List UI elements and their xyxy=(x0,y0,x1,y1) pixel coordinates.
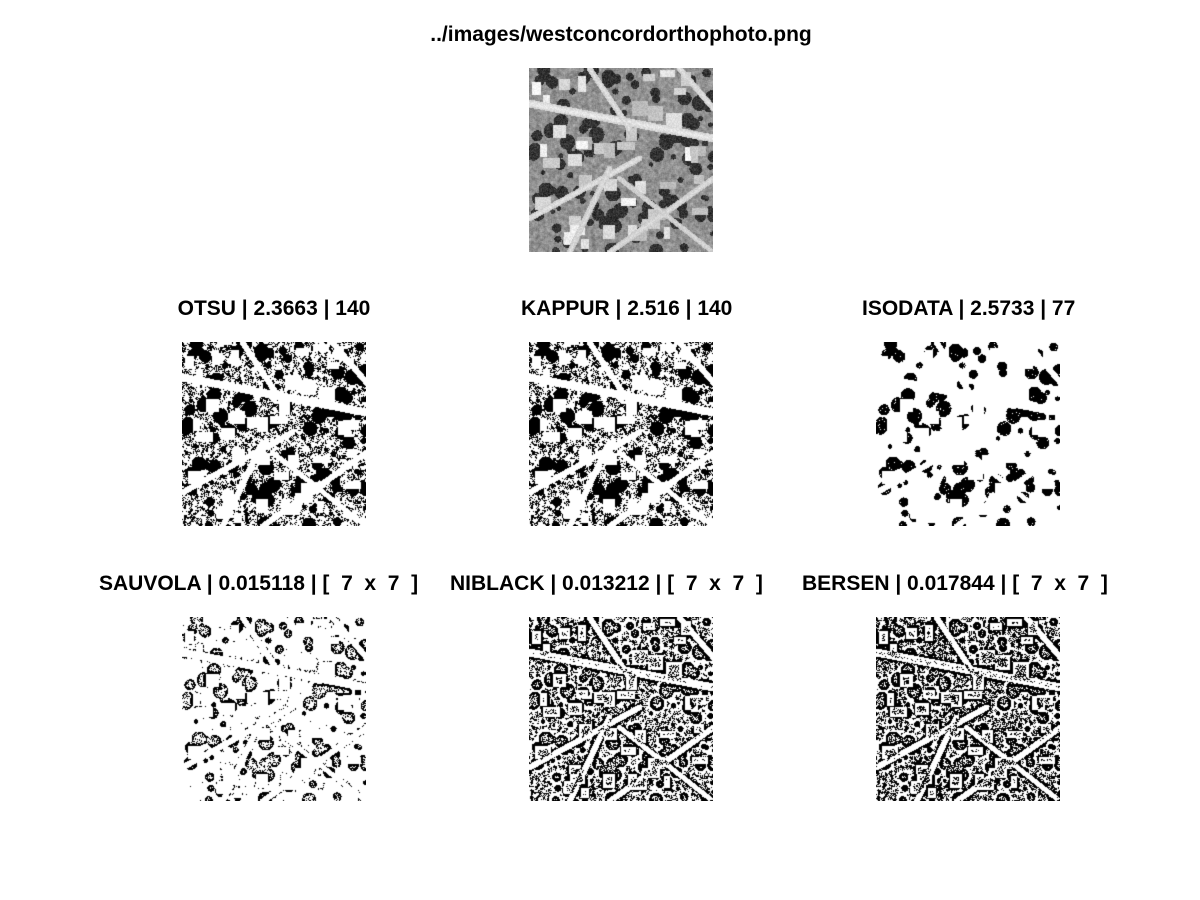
bersen-binary-image xyxy=(876,617,1060,801)
isodata-binary-image xyxy=(876,342,1060,526)
figure-title: ../images/westconcordorthophoto.png xyxy=(430,23,812,46)
kappur-title: KAPPUR | 2.516 | 140 xyxy=(521,297,733,320)
orthophoto-image xyxy=(529,68,713,252)
kappur-binary-image xyxy=(529,342,713,526)
sauvola-title: SAUVOLA | 0.015118 | [ 7 x 7 ] xyxy=(99,572,419,595)
isodata-title: ISODATA | 2.5733 | 77 xyxy=(862,297,1076,320)
otsu-title: OTSU | 2.3663 | 140 xyxy=(177,297,371,320)
sauvola-binary-image xyxy=(182,617,366,801)
niblack-title: NIBLACK | 0.013212 | [ 7 x 7 ] xyxy=(450,572,763,595)
niblack-binary-image xyxy=(529,617,713,801)
otsu-binary-image xyxy=(182,342,366,526)
bersen-title: BERSEN | 0.017844 | [ 7 x 7 ] xyxy=(802,572,1108,595)
